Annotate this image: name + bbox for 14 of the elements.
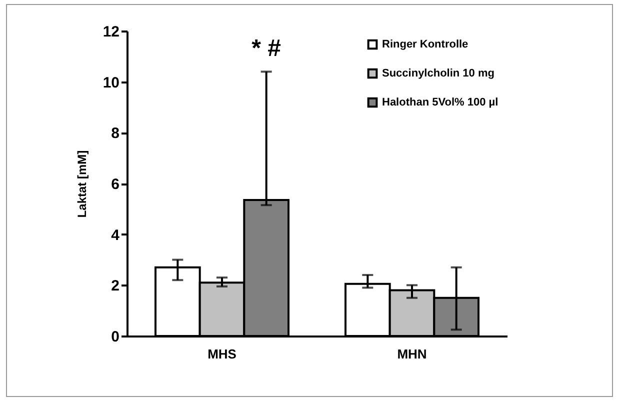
y-axis-title: Laktat [mM] — [74, 150, 89, 218]
y-tick-label: 2 — [111, 278, 120, 295]
x-tick-label: MHN — [397, 346, 427, 362]
y-tick-label: 4 — [111, 226, 120, 244]
legend-label: Halothan 5Vol% 100 µl — [382, 96, 498, 108]
legend-label: Ringer Kontrolle — [382, 38, 468, 50]
y-tick-label: 0 — [111, 328, 120, 346]
y-tick-label: 8 — [111, 125, 120, 142]
x-tick-label: MHS — [208, 346, 237, 362]
legend-label: Succinylcholin 10 mg — [382, 68, 494, 80]
y-tick-label: 12 — [102, 24, 120, 40]
y-tick-label: 6 — [111, 176, 120, 193]
annotation: * # — [252, 35, 282, 62]
y-tick-label: 10 — [102, 74, 120, 92]
